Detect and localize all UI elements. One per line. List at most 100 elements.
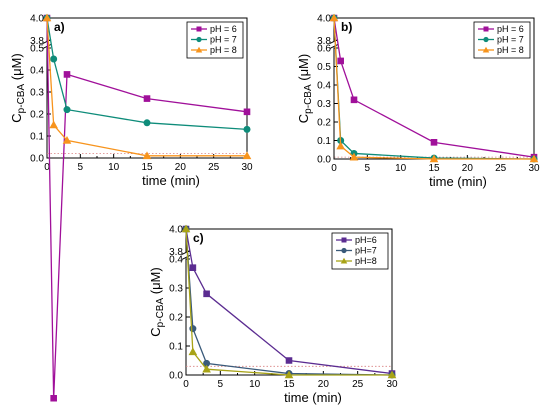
legend-marker bbox=[195, 46, 203, 53]
legend-label: pH = 7 bbox=[497, 35, 524, 45]
y-break-tick-label: 4.0 bbox=[169, 225, 183, 236]
data-point bbox=[529, 154, 539, 163]
data-point bbox=[143, 95, 151, 102]
y-axis-title: Cp-CBA (μM) bbox=[148, 267, 166, 336]
data-point bbox=[284, 370, 294, 379]
data-point bbox=[242, 151, 252, 160]
data-point bbox=[142, 151, 152, 160]
legend-label: pH = 6 bbox=[210, 24, 237, 34]
y-tick-label: 0.0 bbox=[317, 155, 331, 166]
x-tick-label: 30 bbox=[386, 379, 398, 390]
legend-label: pH = 7 bbox=[210, 35, 237, 45]
y-tick-label: 0.0 bbox=[169, 371, 183, 382]
panel-label: a) bbox=[54, 20, 65, 34]
x-tick-label: 10 bbox=[249, 379, 261, 390]
axis-break-mark bbox=[329, 38, 339, 49]
data-point bbox=[63, 106, 71, 114]
data-point bbox=[336, 141, 345, 150]
x-tick-label: 30 bbox=[528, 163, 540, 174]
data-point bbox=[188, 347, 198, 356]
data-point bbox=[50, 394, 57, 402]
data-point bbox=[189, 325, 197, 333]
x-axis-title: time (min) bbox=[429, 174, 487, 189]
data-point bbox=[62, 135, 72, 144]
data-point bbox=[143, 119, 151, 127]
x-tick-label: 20 bbox=[462, 163, 474, 174]
x-tick-label: 25 bbox=[352, 379, 364, 390]
y-tick-label: 0.5 bbox=[317, 62, 331, 73]
y-tick-label: 0.2 bbox=[30, 110, 44, 121]
x-tick-label: 20 bbox=[318, 379, 330, 390]
x-tick-label: 30 bbox=[241, 162, 253, 173]
data-point bbox=[181, 224, 191, 233]
data-point bbox=[429, 154, 439, 163]
legend-marker bbox=[341, 247, 347, 254]
data-point bbox=[350, 96, 358, 104]
data-point bbox=[189, 264, 197, 271]
y-tick-label: 0.4 bbox=[30, 66, 44, 77]
data-point bbox=[430, 139, 438, 146]
y-tick-label: 0.1 bbox=[169, 342, 183, 353]
x-tick-label: 20 bbox=[175, 162, 187, 173]
x-tick-label: 0 bbox=[331, 163, 337, 174]
legend-marker bbox=[483, 26, 489, 32]
y-break-tick-label: 4.0 bbox=[30, 14, 44, 25]
series-1 bbox=[43, 14, 251, 402]
y-axis-title: Cp-CBA (μM) bbox=[9, 53, 27, 122]
legend-marker bbox=[341, 237, 347, 243]
panel-label: c) bbox=[193, 231, 204, 245]
y-tick-label: 0.2 bbox=[169, 313, 183, 324]
x-tick-label: 5 bbox=[78, 162, 84, 173]
y-tick-label: 0.0 bbox=[30, 154, 44, 165]
y-tick-label: 0.1 bbox=[317, 136, 331, 147]
y-axis-title: Cp-CBA (μM) bbox=[296, 54, 314, 123]
x-tick-label: 15 bbox=[283, 379, 295, 390]
y-tick-label: 0.3 bbox=[30, 88, 44, 99]
x-tick-label: 10 bbox=[395, 163, 407, 174]
y-break-tick-label: 3.8 bbox=[169, 247, 183, 258]
data-point bbox=[63, 71, 71, 78]
x-tick-label: 15 bbox=[428, 163, 440, 174]
x-tick-label: 15 bbox=[141, 162, 153, 173]
data-point bbox=[42, 13, 52, 22]
legend-marker bbox=[483, 36, 489, 43]
axis-break-mark bbox=[181, 249, 191, 260]
legend-marker bbox=[196, 36, 202, 43]
data-point bbox=[285, 357, 293, 364]
series-3 bbox=[42, 13, 252, 160]
data-point bbox=[349, 152, 359, 161]
x-tick-label: 25 bbox=[208, 162, 220, 173]
series-3 bbox=[181, 224, 397, 379]
y-tick-label: 0.3 bbox=[317, 99, 331, 110]
data-point bbox=[202, 364, 211, 373]
y-break-tick-label: 3.8 bbox=[30, 36, 44, 47]
y-tick-label: 0.6 bbox=[317, 44, 331, 55]
x-tick-label: 0 bbox=[44, 162, 50, 173]
y-tick-label: 0.2 bbox=[317, 118, 331, 129]
axis-break-gap bbox=[331, 41, 337, 48]
data-point bbox=[329, 13, 339, 22]
legend-label: pH=8 bbox=[355, 256, 377, 266]
legend-label: pH=7 bbox=[355, 246, 377, 256]
y-tick-label: 0.5 bbox=[30, 44, 44, 55]
legend-label: pH = 8 bbox=[210, 45, 237, 55]
data-point bbox=[49, 120, 58, 129]
data-point bbox=[243, 108, 251, 116]
legend-label: pH = 8 bbox=[497, 45, 524, 55]
y-break-tick-label: 4.0 bbox=[317, 14, 331, 25]
legend-label: pH = 6 bbox=[497, 24, 524, 34]
legend-marker bbox=[482, 46, 490, 53]
data-point bbox=[387, 370, 397, 379]
panel-label: b) bbox=[341, 20, 352, 34]
y-tick-label: 0.4 bbox=[169, 255, 183, 266]
x-tick-label: 5 bbox=[365, 163, 371, 174]
series-3 bbox=[329, 13, 539, 163]
x-tick-label: 5 bbox=[218, 379, 224, 390]
series-line bbox=[46, 17, 248, 399]
x-axis-title: time (min) bbox=[284, 390, 342, 405]
data-point bbox=[337, 57, 344, 65]
x-tick-label: 25 bbox=[495, 163, 507, 174]
y-break-tick-label: 3.8 bbox=[317, 36, 331, 47]
chart-panel-b: 0 5 10 15 20 25 30 0.0 0.1 0.2 0.3 0.4 0.5 0.63.8 4.0 t… bbox=[296, 14, 540, 190]
